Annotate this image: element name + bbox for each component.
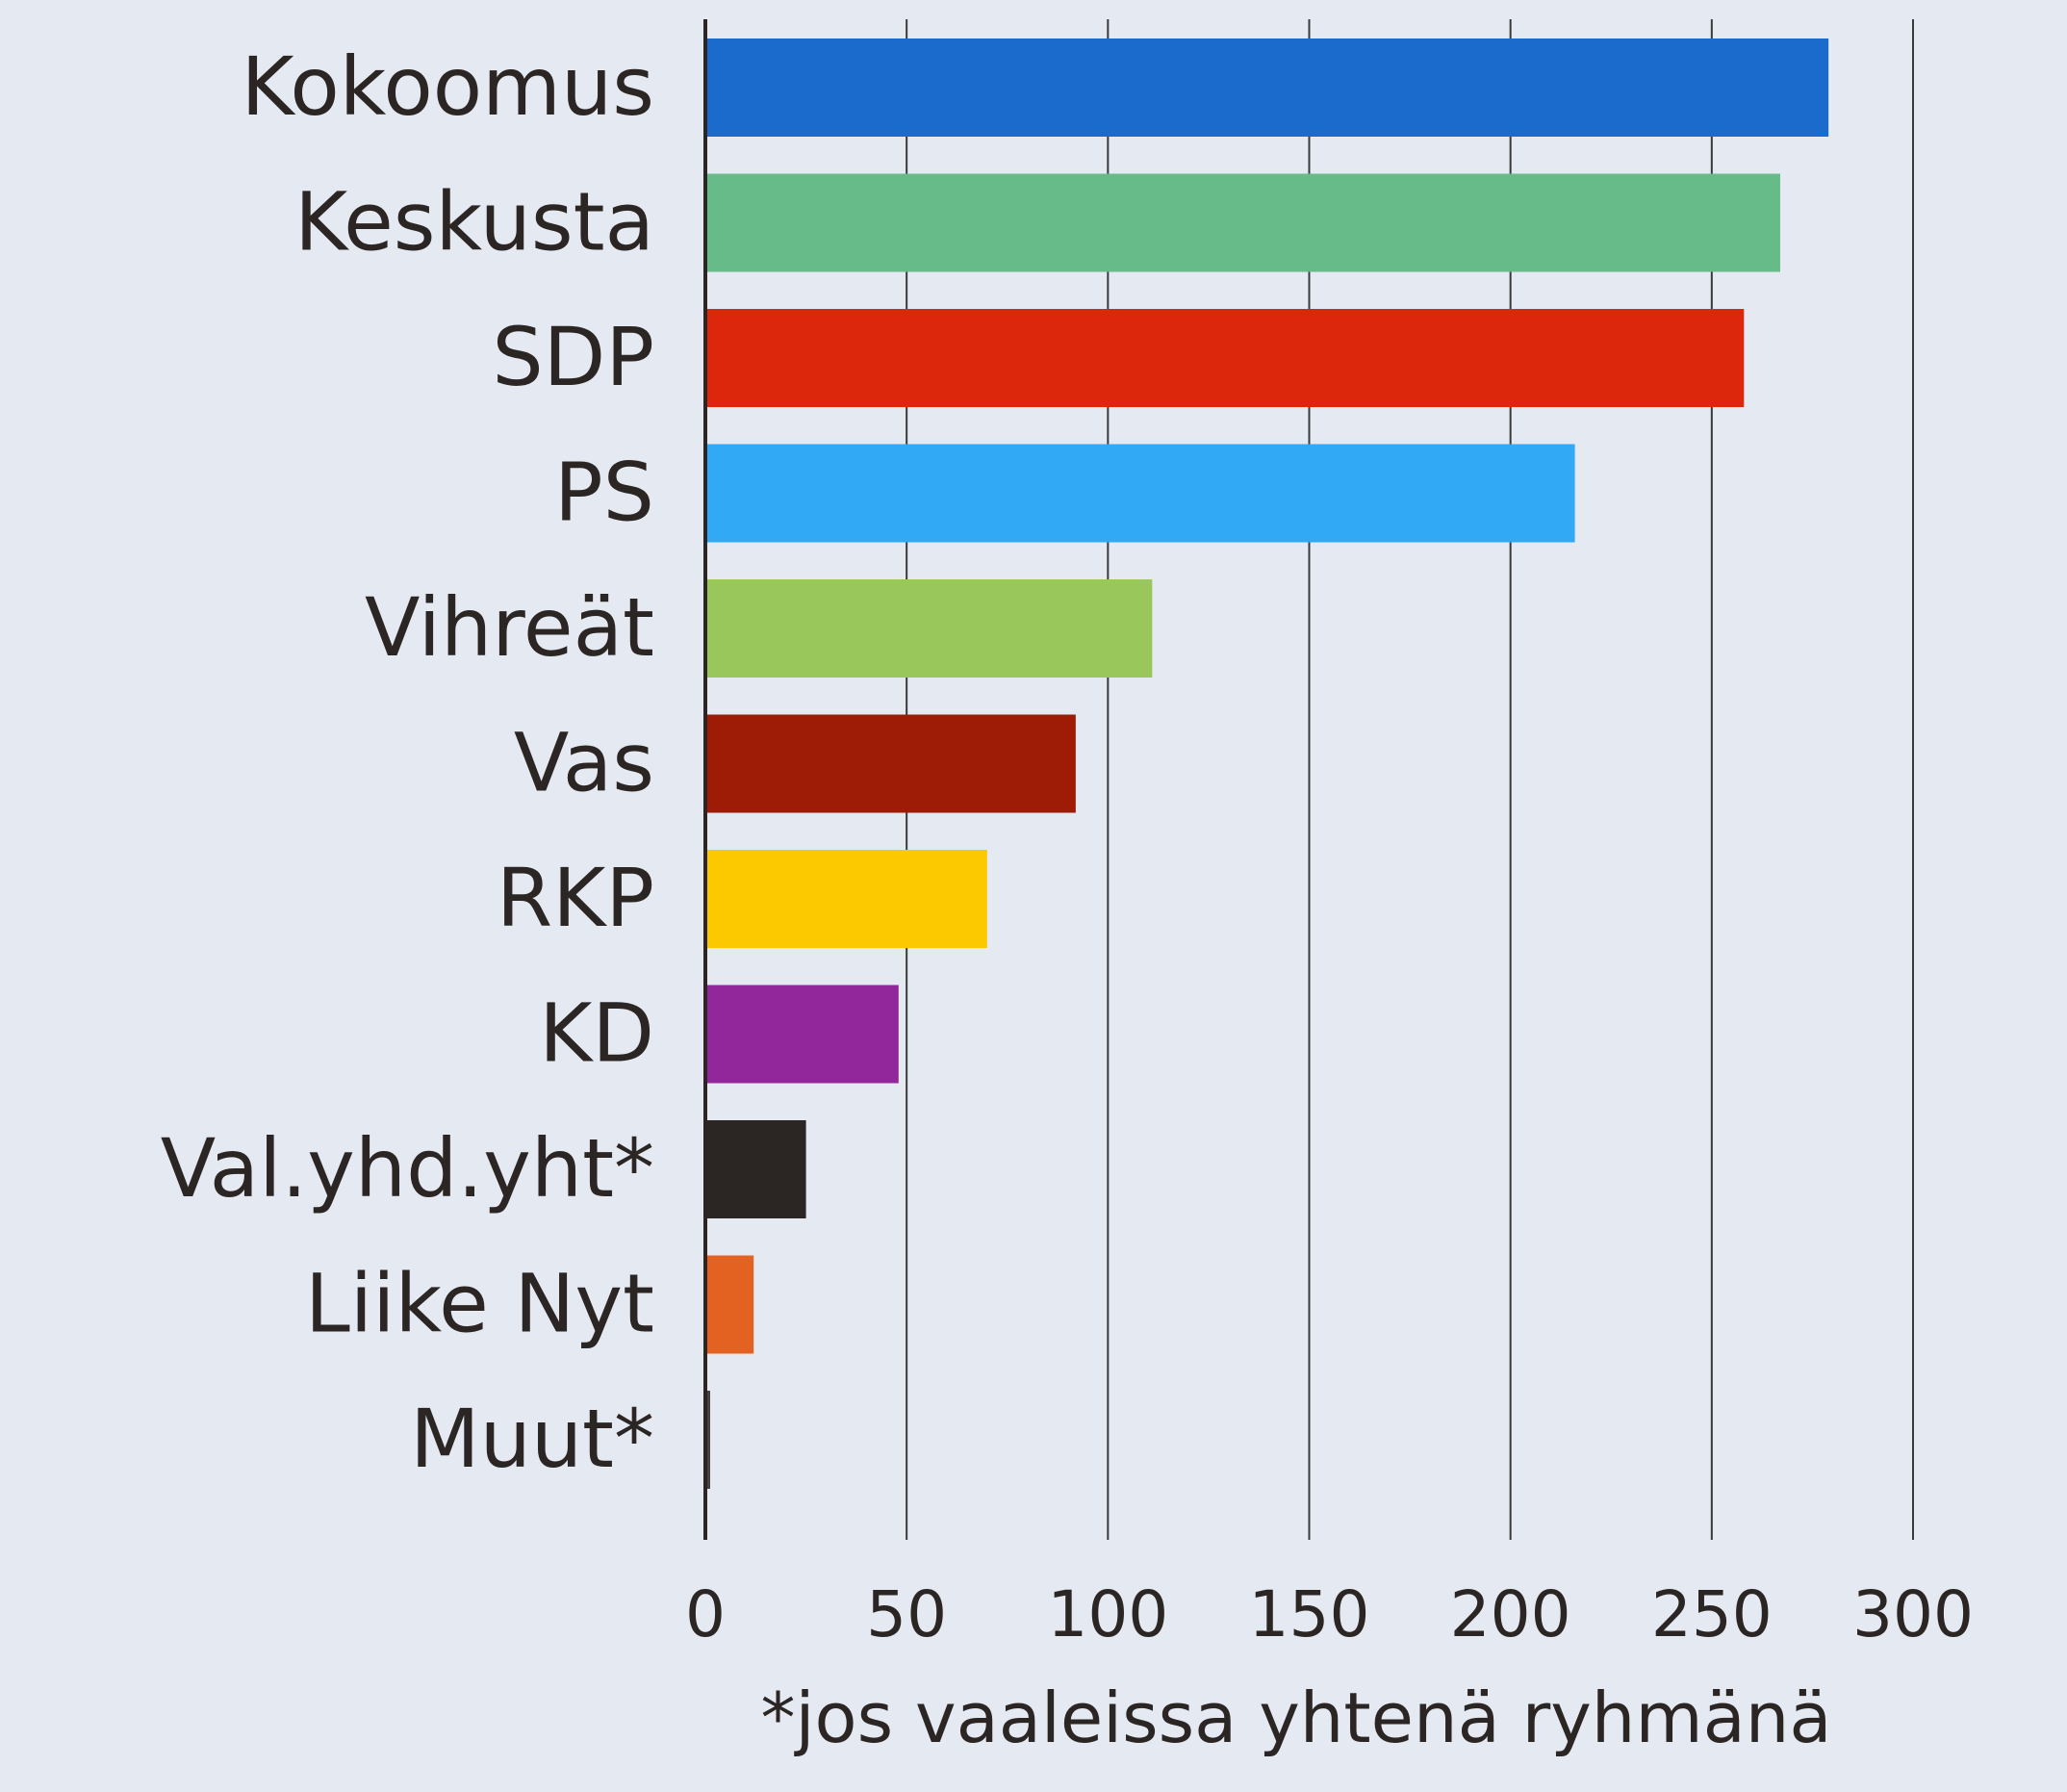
category-label: Kokoomus (241, 39, 654, 134)
footnote: *jos vaaleissa yhtenä ryhmänä (761, 1677, 1832, 1758)
category-label: RKP (497, 851, 654, 945)
category-label: Liike Nyt (305, 1257, 654, 1351)
category-label: PS (554, 446, 654, 540)
category-label: Muut* (410, 1392, 654, 1486)
x-tick-label: 250 (1651, 1577, 1773, 1651)
x-tick-label: 150 (1249, 1577, 1370, 1651)
bar (705, 850, 987, 948)
x-tick-label: 300 (1852, 1577, 1974, 1651)
category-label: Val.yhd.yht* (161, 1121, 654, 1216)
category-labels: Kokoomus Keskusta SDP PS Vihreät Vas RKP KD Val.… (161, 39, 654, 1486)
bar (705, 985, 899, 1084)
x-tick-label: 100 (1047, 1577, 1168, 1651)
bar (705, 1255, 754, 1354)
category-label: SDP (492, 310, 654, 404)
grid-lines (906, 19, 1914, 1540)
bar (705, 173, 1780, 272)
category-label: KD (539, 986, 654, 1081)
bar (705, 1391, 710, 1489)
category-label: Vas (514, 716, 654, 810)
bars (705, 38, 1829, 1489)
x-axis-ticks: 0 50 100 150 200 250 300 (685, 1577, 1974, 1651)
bar (705, 714, 1076, 813)
bar (705, 38, 1829, 137)
category-label: Vihreät (365, 580, 654, 675)
x-tick-label: 200 (1450, 1577, 1571, 1651)
bar (705, 309, 1745, 407)
bar (705, 444, 1575, 543)
category-label: Keskusta (294, 175, 654, 269)
bar (705, 1120, 806, 1218)
x-tick-label: 50 (866, 1577, 947, 1651)
x-tick-label: 0 (685, 1577, 726, 1651)
bar (705, 579, 1153, 678)
